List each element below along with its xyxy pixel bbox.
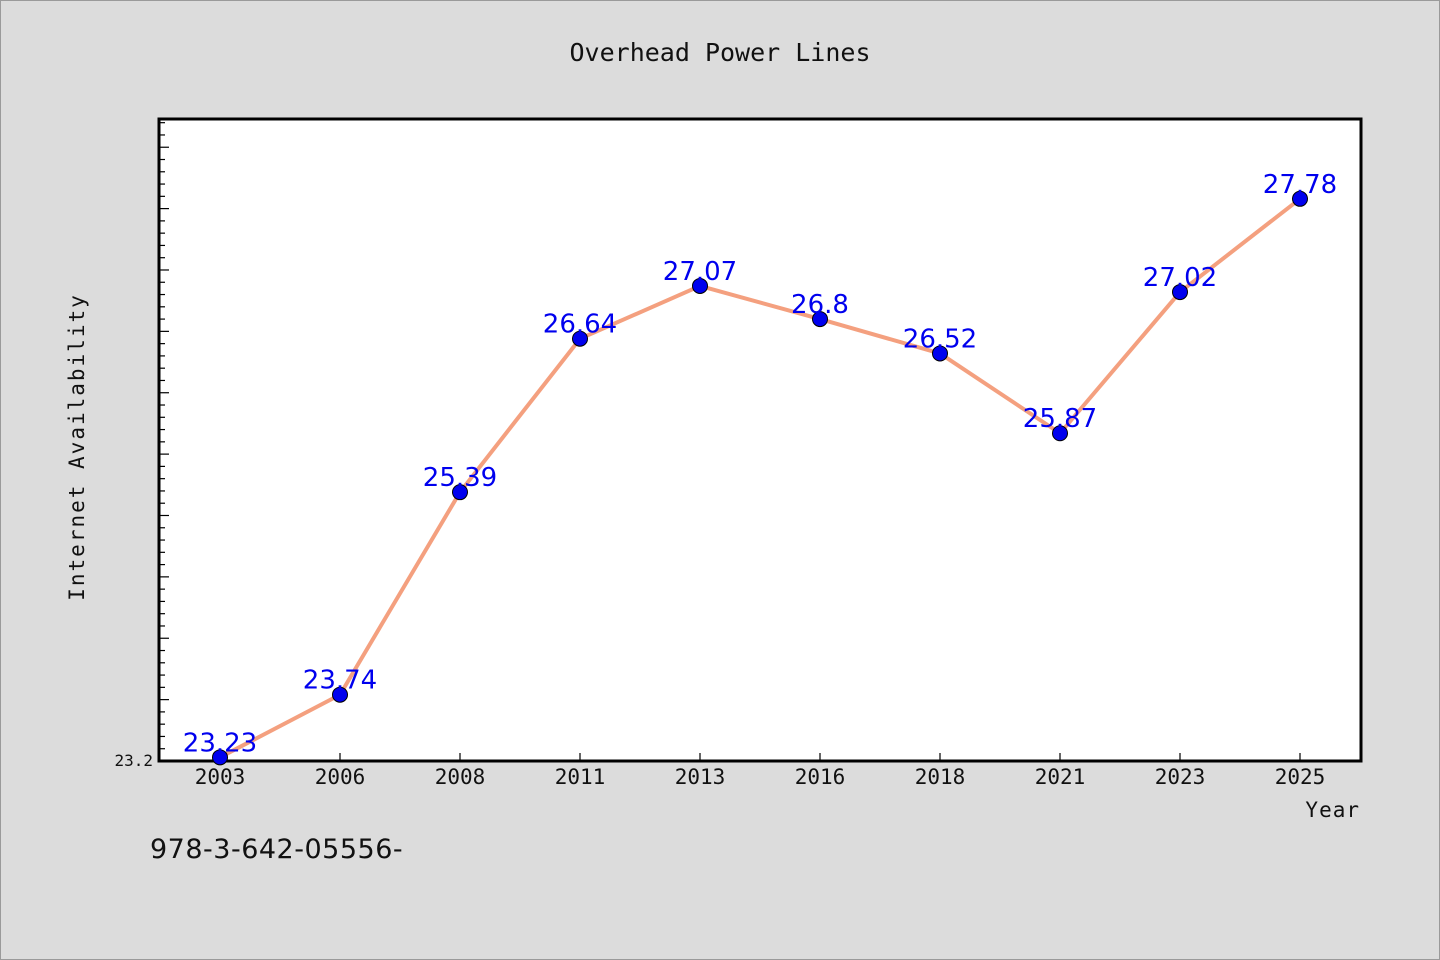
x-tick-label: 2013 [675,765,726,789]
data-point [1292,190,1308,207]
chart-title: Overhead Power Lines [569,38,870,67]
data-point [572,330,588,347]
data-point [1052,425,1068,442]
x-tick-label: 2021 [1035,765,1086,789]
data-point [692,277,708,294]
data-label: 26.64 [543,310,617,340]
data-point [812,311,828,328]
y-axis-ticks: 23.2 [114,122,169,770]
data-label: 27.07 [663,257,737,287]
data-point [332,686,348,703]
x-tick-label: 2006 [315,765,366,789]
data-label: 23.23 [183,728,257,758]
x-tick-label: 2011 [555,765,606,789]
data-label: 25.39 [423,463,497,493]
data-point [212,749,228,766]
data-label: 26.8 [791,290,849,320]
x-tick-label: 2025 [1275,765,1326,789]
x-axis-ticks: 2003 2006 2008 2011 2013 2016 2018 2021 2023 2025 [195,753,1326,789]
footer-code: 978-3-642-05556- [150,834,404,865]
data-label: 26.52 [903,324,977,354]
data-point [452,484,468,501]
data-label: 27.78 [1263,170,1337,200]
series-group: 23.23 23.74 25.39 26.64 27.07 26.8 26.52 25.87 2… [183,170,1337,766]
plot-area [157,117,1363,763]
x-axis-label: Year [1305,798,1360,822]
y-tick-label: 23.2 [114,751,153,770]
data-point [1172,284,1188,301]
data-point [932,345,948,362]
x-tick-label: 2018 [915,765,966,789]
data-label: 23.74 [303,666,377,696]
series-line [219,197,1302,760]
data-label: 27.02 [1143,263,1217,293]
x-tick-label: 2008 [435,765,486,789]
x-tick-label: 2003 [195,765,246,789]
data-label: 25.87 [1023,404,1097,434]
x-tick-label: 2023 [1155,765,1206,789]
y-axis-label: Internet Availability [65,293,89,601]
x-tick-label: 2016 [795,765,846,789]
